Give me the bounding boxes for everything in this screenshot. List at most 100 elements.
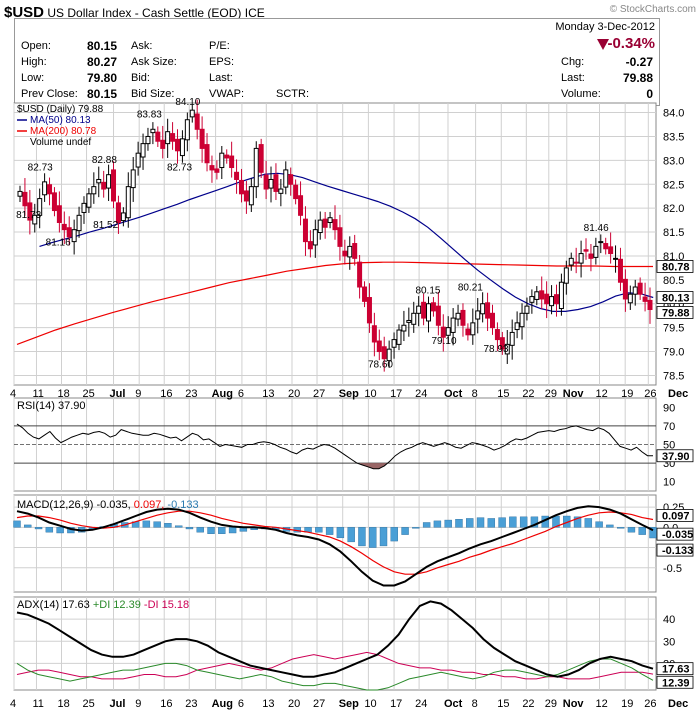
candle-body — [544, 293, 550, 305]
x-tick-label-bottom: 10 — [364, 698, 376, 710]
macd-histogram-bar — [218, 527, 226, 534]
candle-body — [352, 243, 358, 259]
candle-body — [430, 302, 436, 312]
candle-body — [317, 219, 323, 234]
x-tick-label: 26 — [644, 388, 656, 400]
open-value: 80.15 — [86, 39, 117, 53]
x-tick-label-bottom: 9 — [135, 698, 141, 710]
candle-body — [125, 186, 131, 219]
candle-body — [504, 343, 510, 355]
x-tick-label-bottom: 6 — [238, 698, 244, 710]
candle-body — [150, 128, 156, 134]
candle-body — [312, 229, 318, 246]
candle-body — [509, 331, 515, 346]
candle-body — [234, 171, 240, 180]
exchange-label: ICE — [244, 6, 265, 20]
x-tick-label-bottom: 26 — [644, 698, 656, 710]
macd-histogram-bar — [498, 517, 506, 528]
candle-body — [170, 133, 176, 142]
macd-histogram-bar — [487, 518, 496, 528]
x-tick-label-bottom: Nov — [563, 698, 585, 710]
macd-histogram-bar — [444, 519, 452, 528]
legend-ma50: MA(50) 80.13 — [30, 115, 91, 126]
rsi-value-tag-box — [656, 449, 694, 463]
candle-body — [307, 241, 313, 250]
candle-body — [298, 195, 304, 216]
legend-macd: MACD(12,26,9) -0.035, 0.097, -0.133 — [17, 499, 199, 511]
macd-value-tag: -0.035 — [662, 529, 693, 541]
ma50-line — [39, 172, 654, 312]
x-tick-label: Sep — [339, 388, 359, 400]
macd-histogram-bar — [606, 524, 614, 528]
x-tick-label: 23 — [185, 388, 197, 400]
candle-body — [366, 297, 372, 324]
candle-body — [91, 186, 97, 195]
candle-body — [327, 217, 333, 223]
candle-body — [42, 181, 48, 196]
candle-body — [549, 296, 555, 307]
price-annotation: 81.52 — [93, 220, 118, 231]
macd-signal-tag-box — [656, 509, 694, 522]
macd-histogram-bar — [164, 523, 172, 528]
macd-hist-tag-box — [656, 543, 694, 557]
down-arrow-icon — [597, 39, 609, 50]
x-tick-label-bottom: 18 — [58, 698, 70, 710]
candle-body — [130, 169, 136, 189]
candle-body — [435, 305, 441, 326]
low-value: 79.80 — [86, 71, 117, 85]
candle-body — [445, 327, 451, 336]
macd-panel: 0.250.0-0.25-0.50.097-0.035-0.133MACD(12… — [13, 494, 694, 593]
plus-di-value-tag-box — [656, 675, 694, 689]
candle-body — [204, 144, 210, 164]
candle-body — [86, 193, 92, 208]
adx-line — [16, 600, 654, 678]
y-tick-label: 50 — [663, 440, 675, 452]
price-panel: 84.083.583.082.582.081.581.080.580.079.5… — [13, 97, 694, 386]
x-tick-label: Jul — [110, 388, 126, 400]
x-tick-label: 25 — [83, 388, 95, 400]
candle-body — [637, 282, 643, 295]
y-tick-label: 83.5 — [663, 131, 684, 143]
legend-ma200: MA(200) 80.78 — [30, 126, 97, 137]
price-annotation: 81.46 — [584, 223, 609, 234]
candle-body — [322, 218, 328, 228]
candle-body — [71, 229, 77, 243]
legend-adx-plus: +DI 12.39 — [93, 599, 144, 611]
high-label: High: — [21, 56, 47, 68]
x-tick-label: 12 — [596, 388, 608, 400]
y-tick-label: 79.0 — [663, 347, 684, 359]
candle-body — [115, 202, 121, 223]
candle-body — [583, 249, 589, 252]
open-label: Open: — [21, 40, 51, 52]
candle-body — [421, 301, 427, 319]
candle-body — [455, 312, 461, 320]
legend-volume: Volume undef — [30, 137, 91, 148]
price-annotation: 80.21 — [458, 283, 483, 294]
macd-histogram-bar — [584, 518, 593, 528]
candle-body — [22, 191, 28, 207]
candle-body — [140, 143, 146, 158]
candle-body — [396, 329, 402, 345]
percent-change: -0.34% — [607, 35, 655, 52]
macd-histogram-bar — [401, 527, 409, 535]
candle-body — [76, 214, 82, 232]
y-tick-label: 81.0 — [663, 251, 684, 263]
macd-histogram-bar — [45, 527, 54, 533]
price-annotation: 80.15 — [415, 286, 440, 297]
candle-body — [263, 174, 269, 190]
ask-label: Ask: — [131, 40, 153, 52]
chg-label: Chg: — [561, 56, 585, 68]
candle-body — [622, 278, 628, 300]
candle-body — [61, 223, 67, 231]
x-tick-label-bottom: 12 — [596, 698, 608, 710]
candle-body — [337, 227, 343, 247]
candle-body — [111, 169, 117, 202]
candle-body — [145, 135, 151, 145]
x-tick-label-bottom: Aug — [212, 698, 233, 710]
last-value: 79.88 — [622, 71, 653, 85]
candle-body — [293, 184, 299, 200]
candle-body — [514, 322, 520, 331]
ask-size-label: Ask Size: — [131, 56, 177, 68]
prev-close-value: 80.15 — [86, 87, 117, 101]
